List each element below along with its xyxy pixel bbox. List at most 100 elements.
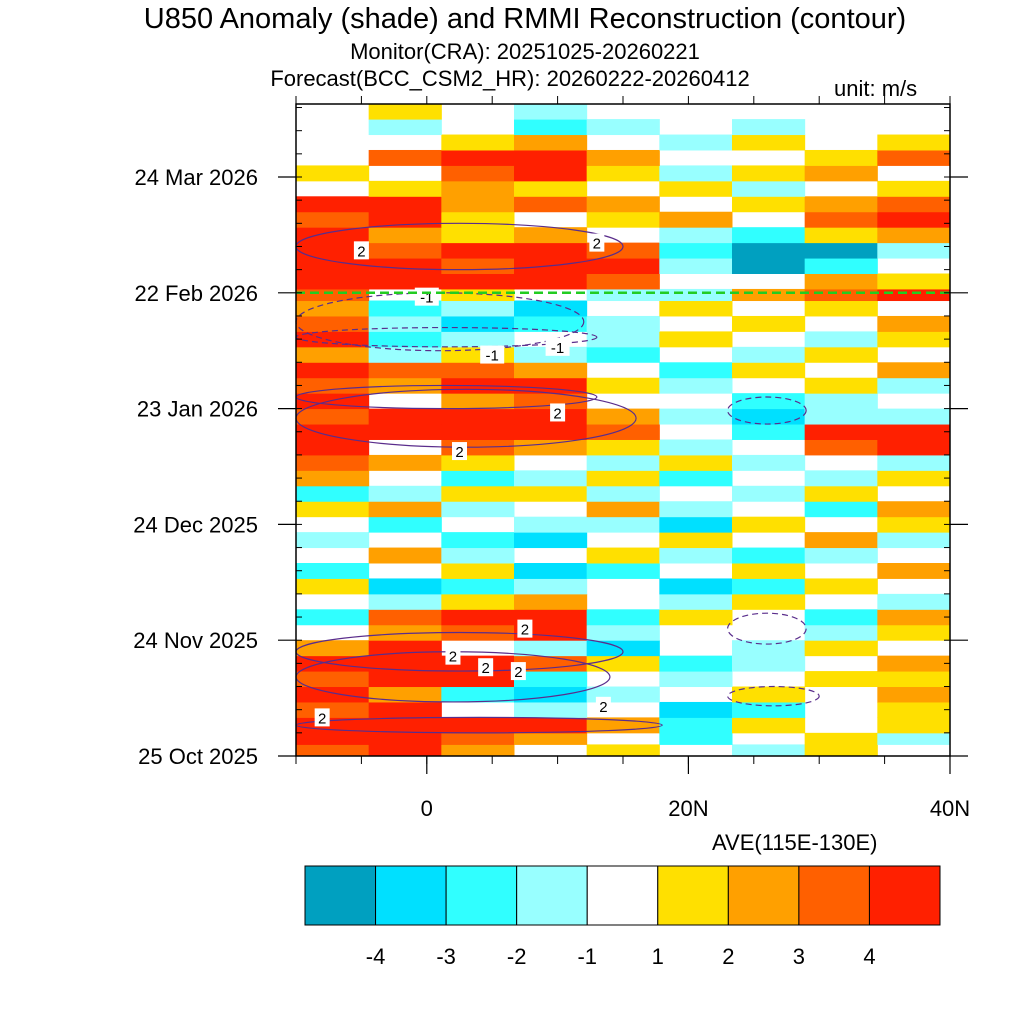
anomaly-cell (368, 686, 442, 703)
anomaly-cell (732, 516, 806, 533)
anomaly-cell (441, 563, 515, 579)
contour-label-box (452, 442, 467, 461)
colorbar-label: 4 (863, 944, 875, 969)
y-tick-label: 24 Mar 2026 (134, 165, 258, 190)
anomaly-cell (368, 273, 442, 290)
chart-title: U850 Anomaly (shade) and RMMI Reconstruc… (143, 3, 907, 35)
anomaly-cell (732, 408, 806, 425)
anomaly-cell (296, 578, 370, 595)
anomaly-cell (441, 211, 515, 228)
anomaly-cell (441, 362, 515, 379)
anomaly-cell (877, 439, 951, 456)
anomaly-cell (441, 671, 515, 688)
anomaly-cell (877, 671, 951, 688)
negative-contour (727, 685, 820, 707)
anomaly-cell (659, 408, 733, 425)
contour-label-box (478, 658, 494, 677)
anomaly-cell (732, 563, 806, 579)
anomaly-cell (877, 501, 951, 518)
anomaly-cell (804, 377, 878, 394)
anomaly-cell (804, 470, 878, 487)
anomaly-cell (514, 424, 588, 440)
contour-label-box (545, 337, 570, 356)
anomaly-cell (804, 227, 878, 244)
anomaly-cell (659, 242, 733, 259)
anomaly-cell (296, 346, 370, 363)
anomaly-cell (877, 211, 951, 228)
contour-label-box (353, 241, 369, 260)
contour-label: 2 (449, 649, 457, 666)
anomaly-cell (586, 273, 660, 290)
anomaly-cell (296, 362, 370, 379)
anomaly-cell (659, 501, 733, 518)
anomaly-cell (586, 331, 660, 348)
contour-label-box (589, 233, 605, 252)
anomaly-cell (732, 288, 806, 302)
anomaly-cell (368, 578, 442, 595)
y-tick-label: 24 Nov 2025 (133, 628, 258, 653)
anomaly-cell (441, 609, 515, 626)
anomaly-cell (877, 196, 951, 213)
y-tick-label: 24 Dec 2025 (133, 512, 258, 537)
anomaly-cell (586, 624, 660, 641)
colorbar-bin (516, 865, 588, 926)
anomaly-cell (877, 516, 951, 533)
anomaly-cell (368, 346, 442, 363)
anomaly-cell (514, 165, 588, 182)
contour-label: 2 (481, 660, 489, 677)
colorbar-bin (657, 865, 729, 926)
anomaly-cell (877, 624, 951, 641)
anomaly-cell (586, 563, 660, 579)
anomaly-cell (732, 196, 806, 213)
anomaly-cell (441, 470, 515, 487)
anomaly-cell (804, 439, 878, 456)
anomaly-cell (586, 315, 660, 332)
anomaly-cell (877, 655, 951, 672)
anomaly-cell (804, 744, 878, 757)
anomaly-cell (368, 104, 442, 120)
anomaly-cell (514, 196, 588, 213)
anomaly-cell (732, 134, 806, 151)
anomaly-cell (441, 532, 515, 549)
anomaly-cell (296, 424, 370, 440)
negative-contour (727, 396, 807, 425)
anomaly-cell (368, 501, 442, 518)
anomaly-cell (877, 686, 951, 703)
anomaly-cell (368, 547, 442, 564)
anomaly-cell (514, 485, 588, 502)
anomaly-cell (586, 377, 660, 394)
colorbar-bin (445, 865, 518, 926)
anomaly-cell (586, 547, 660, 564)
contour-label-box (445, 646, 461, 665)
anomaly-cell (804, 609, 878, 626)
anomaly-cell (296, 258, 370, 274)
anomaly-cell (514, 532, 588, 549)
anomaly-cell (804, 671, 878, 688)
anomaly-cell (804, 501, 878, 518)
anomaly-cell (732, 362, 806, 379)
anomaly-cell (296, 701, 370, 718)
anomaly-cell (877, 593, 951, 610)
anomaly-cell (296, 439, 370, 456)
anomaly-cell (804, 165, 878, 182)
anomaly-cell (368, 744, 442, 757)
anomaly-cell (877, 315, 951, 332)
anomaly-cell (296, 288, 370, 302)
anomaly-cell (296, 408, 370, 425)
anomaly-cell (732, 165, 806, 182)
anomaly-cell (514, 242, 588, 259)
anomaly-cell (441, 408, 515, 425)
anomaly-cell (441, 424, 515, 440)
anomaly-cell (659, 227, 733, 244)
anomaly-cell (296, 501, 370, 518)
colorbar-label: -2 (507, 944, 527, 969)
colorbar-bin (798, 865, 870, 926)
anomaly-cell (586, 485, 660, 502)
average-note: AVE(115E-130E) (712, 830, 878, 855)
anomaly-cell (659, 362, 733, 379)
anomaly-cell (659, 258, 733, 274)
anomaly-cell (732, 578, 806, 595)
anomaly-cell (441, 732, 515, 745)
anomaly-cell (659, 331, 733, 348)
